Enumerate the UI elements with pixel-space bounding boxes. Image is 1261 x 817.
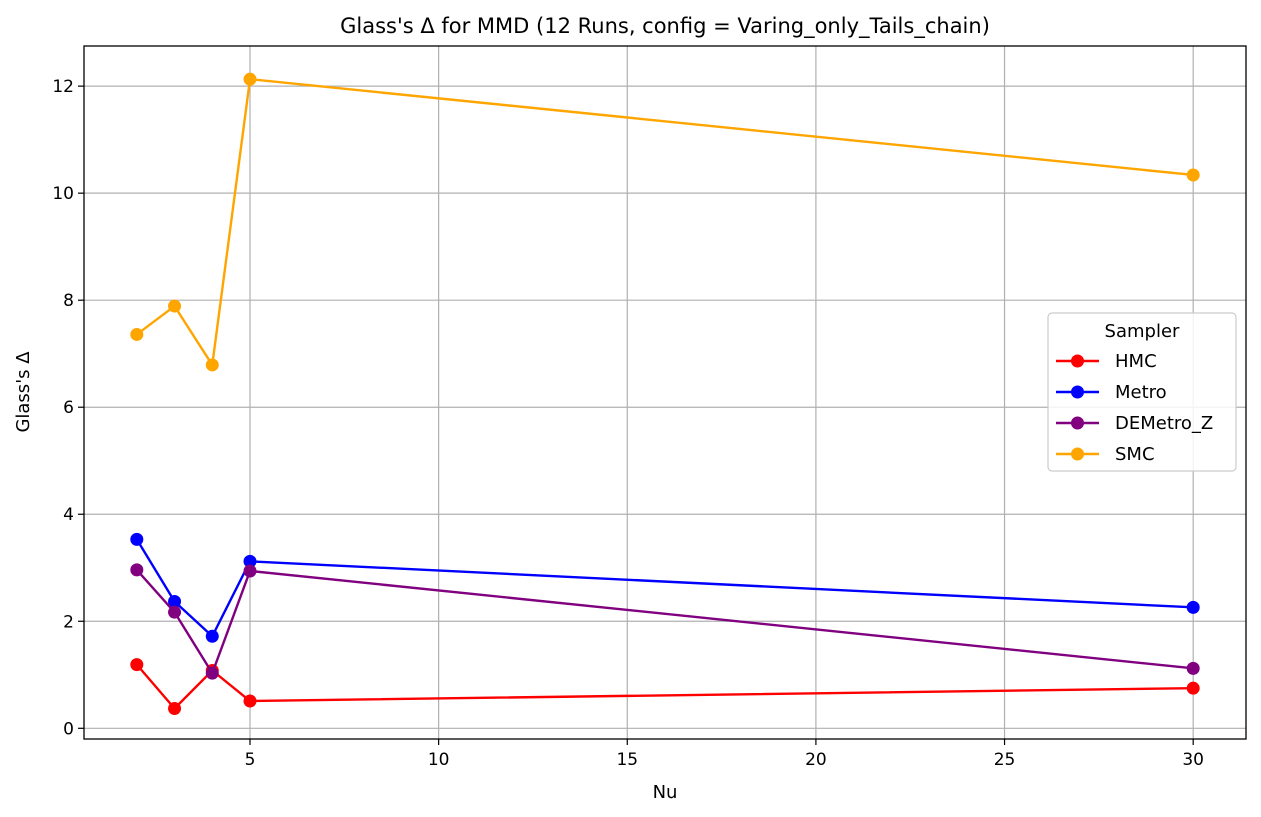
y-tick-label: 0 [63,719,74,739]
chart-title: Glass's Δ for MMD (12 Runs, config = Var… [340,14,990,39]
y-tick-label: 8 [63,291,74,311]
legend-label: HMC [1115,351,1157,372]
data-point-metro [168,594,182,608]
x-tick-label: 30 [1182,750,1204,770]
data-point-metro [205,629,219,643]
data-point-smc [243,72,257,86]
data-point-demetro-z [243,564,257,578]
legend-title: Sampler [1105,321,1180,342]
data-point-smc [205,358,219,372]
x-tick-label: 25 [994,750,1016,770]
x-tick-label: 5 [245,750,256,770]
x-tick-label: 15 [616,750,638,770]
series-metro [130,532,1200,643]
series-line-smc [136,77,1194,369]
data-point-smc [130,327,144,341]
series-smc [130,72,1200,372]
series-layer [130,72,1200,715]
data-point-metro [130,532,144,546]
y-axis-label: Glass's Δ [13,351,34,433]
legend-item-demetro-z: DEMetro_Z [1056,413,1213,434]
series-line-hmc [135,663,1194,711]
tick-layer: 5 10 15 20 25 30 0 2 4 6 8 10 12 [52,77,1204,770]
legend-item-metro: Metro [1056,382,1167,403]
data-point-demetro-z [130,563,144,577]
data-point-demetro-z [1186,661,1200,675]
y-tick-label: 6 [63,398,74,418]
legend-swatch-marker [1071,385,1084,399]
y-tick-label: 2 [63,612,74,632]
legend-box [1047,312,1237,472]
data-point-hmc [130,658,144,672]
series-demetro-z [130,563,1200,680]
legend-label: DEMetro_Z [1115,413,1213,434]
x-axis-label: Nu [653,782,678,803]
data-point-hmc [168,701,182,715]
series-hmc [130,658,1200,715]
data-point-smc [1186,168,1200,182]
legend-label: Metro [1115,382,1167,403]
data-point-metro [243,554,257,568]
legend-swatch-marker [1071,416,1084,430]
legend-swatch-marker [1071,354,1084,368]
data-point-smc [168,299,182,313]
data-point-demetro-z [168,605,182,619]
x-tick-label: 10 [428,750,450,770]
y-tick-label: 12 [52,77,74,97]
plot-frame [83,45,1247,740]
legend-item-hmc: HMC [1056,351,1157,372]
data-point-hmc [243,694,257,708]
y-tick-label: 10 [52,184,74,204]
legend-swatch-marker [1071,447,1084,461]
data-point-metro [1186,600,1200,614]
data-point-demetro-z [205,666,219,680]
legend: Sampler HMC Metro DEMetro_Z SMC [1047,312,1237,472]
legend-item-smc: SMC [1056,444,1155,465]
x-tick-label: 20 [805,750,827,770]
legend-label: SMC [1115,444,1155,465]
y-tick-label: 4 [63,505,74,525]
data-point-hmc [1186,681,1200,695]
